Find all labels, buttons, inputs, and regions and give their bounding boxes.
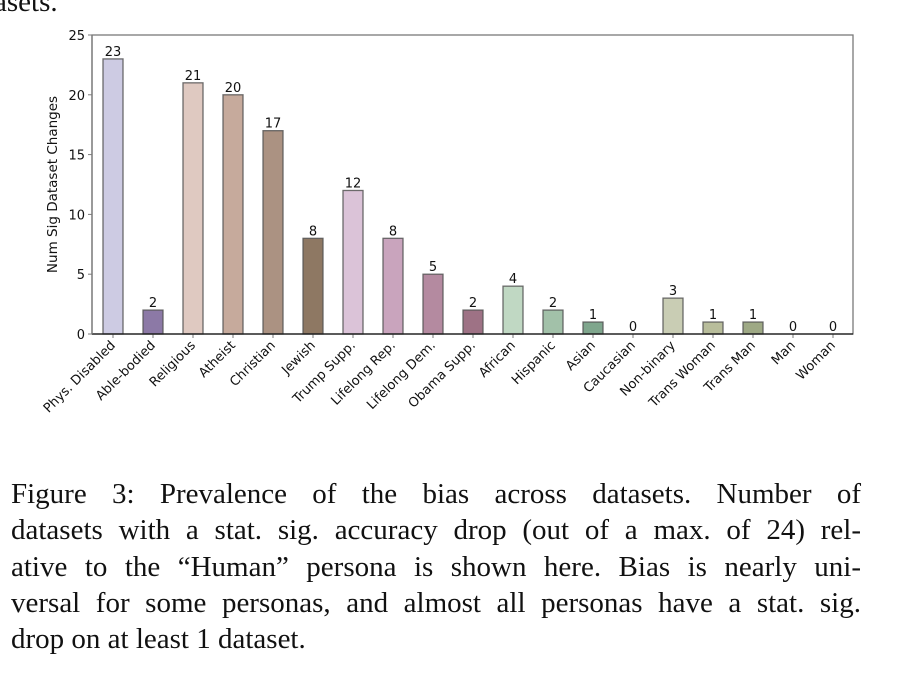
- bar: [142, 309, 164, 335]
- figure-caption: Figure 3: Prevalence of the bias across …: [11, 476, 861, 657]
- bar-value-label: 2: [549, 296, 557, 311]
- bar-value-label: 1: [709, 308, 717, 323]
- bar-value-label: 21: [185, 69, 202, 84]
- bar: [342, 189, 364, 335]
- bar-value-label: 23: [105, 45, 122, 60]
- x-tick-label: Man: [769, 338, 799, 368]
- bar-value-label: 1: [749, 308, 757, 323]
- bar-value-label: 8: [389, 224, 397, 239]
- bar-value-label: 0: [629, 320, 637, 335]
- bar-value-label: 17: [265, 117, 282, 132]
- bar-chart: Num Sig Dataset Changes 2322120178128524…: [41, 29, 854, 416]
- bar: [462, 309, 484, 335]
- bar: [662, 297, 684, 335]
- y-ticks-layer: 0 5 10 15 20 25: [68, 29, 92, 343]
- x-tick-label: Phys. Disabled: [41, 338, 119, 416]
- bar: [182, 82, 204, 335]
- x-tick-label: Hispanic: [509, 338, 559, 388]
- y-tick-label: 20: [68, 89, 85, 104]
- bar-value-label: 12: [345, 176, 362, 191]
- plot-frame: [91, 34, 854, 335]
- bar: [742, 321, 764, 335]
- y-tick-label: 10: [68, 208, 85, 223]
- y-axis-title: Num Sig Dataset Changes: [45, 96, 61, 273]
- bar: [382, 237, 404, 335]
- caption-line: versal for some personas, and almost all…: [11, 586, 861, 619]
- bar: [102, 58, 124, 335]
- caption-line: ative to the “Human” persona is shown he…: [11, 550, 861, 583]
- bars-layer: [102, 58, 764, 335]
- bar: [222, 94, 244, 335]
- caption-line: datasets with a stat. sig. accuracy drop…: [11, 514, 861, 547]
- bar: [702, 321, 724, 335]
- bar: [422, 273, 444, 335]
- y-tick-label: 25: [68, 29, 85, 44]
- bar: [582, 321, 604, 335]
- bar: [262, 130, 284, 335]
- bar-value-label: 2: [469, 296, 477, 311]
- caption-line: Figure 3: Prevalence of the bias across …: [11, 478, 861, 510]
- x-tick-label: Woman: [794, 338, 839, 383]
- bar-value-label: 5: [429, 260, 437, 275]
- y-axis-title-group: Num Sig Dataset Changes: [45, 96, 61, 273]
- bar-value-label: 0: [789, 320, 797, 335]
- bar-value-label: 20: [225, 81, 242, 96]
- bar-value-label: 0: [829, 320, 837, 335]
- x-ticks-layer: Phys. DisabledAble-bodiedReligiousAtheis…: [41, 334, 839, 416]
- x-tick-label: Lifelong Dem.: [364, 338, 439, 413]
- caption-line: drop on at least 1 dataset.: [11, 623, 306, 656]
- bar: [302, 237, 324, 335]
- y-tick-label: 5: [77, 268, 85, 283]
- bar-value-label: 8: [309, 224, 317, 239]
- bar-value-label: 2: [149, 296, 157, 311]
- y-tick-label: 15: [68, 149, 85, 164]
- bar-value-label: 4: [509, 272, 517, 287]
- previous-text-fragment: asets.: [0, 0, 58, 18]
- bar-value-label: 1: [589, 308, 597, 323]
- bar: [502, 285, 524, 335]
- x-tick-label: Asian: [563, 338, 599, 374]
- bar: [542, 309, 564, 335]
- bar-value-label: 3: [669, 284, 677, 299]
- y-tick-label: 0: [77, 328, 85, 343]
